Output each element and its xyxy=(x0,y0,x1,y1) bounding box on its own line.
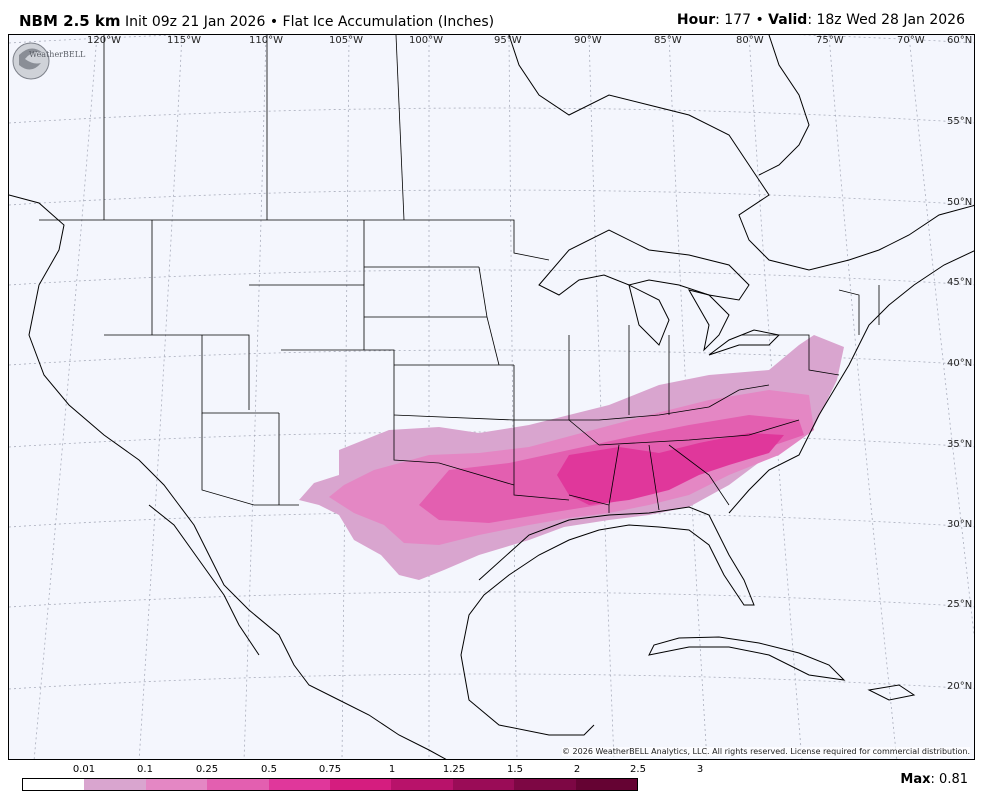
ice-accumulation-shading xyxy=(299,335,844,580)
valid-value: : 18z Wed 28 Jan 2026 xyxy=(807,12,965,28)
logo-text: WeatherBELL xyxy=(29,50,86,59)
lon-label-95w: 95°W xyxy=(494,35,522,46)
colorbar-tick-2: 0.25 xyxy=(195,764,219,775)
colorbar xyxy=(22,778,638,791)
colorbar-swatch-0 xyxy=(23,779,85,790)
lon-label-115w: 115°W xyxy=(167,35,201,46)
max-value: : 0.81 xyxy=(930,772,968,787)
ice-band-heavy xyxy=(557,433,784,505)
weatherbell-logo: WeatherBELL xyxy=(12,42,86,80)
colorbar-swatch-9 xyxy=(575,779,638,790)
hour-value: : 177 xyxy=(715,12,751,28)
lon-label-90w: 90°W xyxy=(574,35,602,46)
header: NBM 2.5 km Init 09z 21 Jan 2026 • Flat I… xyxy=(0,0,984,34)
header-title: NBM 2.5 km Init 09z 21 Jan 2026 • Flat I… xyxy=(19,12,494,30)
colorbar-tick-0: 0.01 xyxy=(72,764,96,775)
copyright-notice: © 2026 WeatherBELL Analytics, LLC. All r… xyxy=(562,747,970,756)
bullet-separator-2: • xyxy=(755,12,764,28)
lat-label-25n: 25°N xyxy=(947,599,973,610)
state-borders xyxy=(39,35,880,513)
colorbar-swatch-4 xyxy=(268,779,331,790)
colorbar-labels: 0.01 0.1 0.25 0.5 0.75 1 1.25 1.5 2 2.5 … xyxy=(0,764,984,778)
colorbar-tick-4: 0.75 xyxy=(318,764,342,775)
lat-label-45n: 45°N xyxy=(947,277,973,288)
colorbar-tick-8: 2 xyxy=(573,764,581,775)
bullet-separator: • xyxy=(269,14,279,30)
lat-label-55n: 55°N xyxy=(947,116,973,127)
max-value-label: Max: 0.81 xyxy=(900,772,968,787)
colorbar-swatch-8 xyxy=(514,779,576,790)
colorbar-tick-1: 0.1 xyxy=(137,764,153,775)
lon-label-110w: 110°W xyxy=(249,35,283,46)
coastlines xyxy=(9,35,974,759)
product-name: Flat Ice Accumulation (Inches) xyxy=(282,14,495,30)
colorbar-swatch-5 xyxy=(330,779,392,790)
colorbar-tick-10: 3 xyxy=(696,764,704,775)
lon-label-120w: 120°W xyxy=(87,35,121,46)
lon-label-75w: 75°W xyxy=(816,35,844,46)
colorbar-tick-3: 0.5 xyxy=(261,764,277,775)
colorbar-tick-5: 1 xyxy=(388,764,396,775)
colorbar-swatch-7 xyxy=(452,779,515,790)
colorbar-swatch-6 xyxy=(391,779,453,790)
lon-label-80w: 80°W xyxy=(736,35,764,46)
lon-label-70w: 70°W xyxy=(897,35,925,46)
init-time: Init 09z 21 Jan 2026 xyxy=(125,14,266,30)
colorbar-swatch-1 xyxy=(84,779,146,790)
valid-label: Valid xyxy=(768,12,808,28)
colorbar-tick-9: 2.5 xyxy=(630,764,646,775)
map-canvas xyxy=(9,35,974,759)
max-label: Max xyxy=(900,772,931,787)
lon-label-100w: 100°W xyxy=(409,35,443,46)
lon-label-85w: 85°W xyxy=(654,35,682,46)
colorbar-swatch-2 xyxy=(145,779,208,790)
colorbar-tick-7: 1.5 xyxy=(507,764,523,775)
colorbar-tick-6: 1.25 xyxy=(442,764,466,775)
lat-label-40n: 40°N xyxy=(947,358,973,369)
lat-label-35n: 35°N xyxy=(947,439,973,450)
lat-label-50n: 50°N xyxy=(947,197,973,208)
lat-label-60n: 60°N xyxy=(947,35,973,46)
model-name: NBM 2.5 km xyxy=(19,12,121,30)
colorbar-swatch-3 xyxy=(207,779,269,790)
map-panel: 120°W 115°W 110°W 105°W 100°W 95°W 90°W … xyxy=(8,34,975,760)
lat-label-30n: 30°N xyxy=(947,519,973,530)
lat-label-20n: 20°N xyxy=(947,681,973,692)
lon-label-105w: 105°W xyxy=(329,35,363,46)
hour-label: Hour xyxy=(676,12,716,28)
graticule xyxy=(9,35,974,759)
header-valid: Hour: 177 • Valid: 18z Wed 28 Jan 2026 xyxy=(677,12,965,28)
